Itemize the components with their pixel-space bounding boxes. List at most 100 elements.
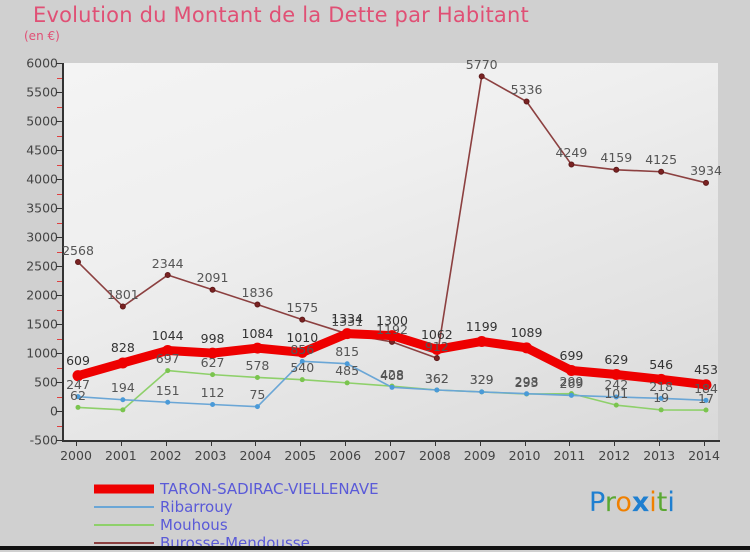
data-point[interactable]	[703, 179, 709, 186]
data-point[interactable]	[479, 389, 485, 395]
data-point[interactable]	[207, 347, 219, 359]
data-point[interactable]	[703, 397, 709, 403]
y-tick-label: 2500	[26, 258, 58, 274]
data-point[interactable]	[117, 357, 129, 369]
y-tick-label: 3000	[26, 229, 58, 245]
data-point[interactable]	[344, 380, 350, 386]
legend-swatch	[94, 524, 154, 526]
data-point[interactable]	[120, 397, 126, 403]
logo-letter: i	[667, 487, 675, 518]
data-point[interactable]	[210, 372, 216, 378]
y-tick-minor	[57, 135, 62, 137]
y-tick-label: -500	[29, 432, 58, 448]
data-point[interactable]	[386, 330, 398, 342]
y-tick-label: 0	[50, 403, 58, 419]
data-point[interactable]	[658, 395, 664, 401]
y-tick-label: 5500	[26, 84, 58, 100]
y-tick-mark	[56, 440, 62, 441]
x-tick-mark	[165, 440, 167, 446]
data-point[interactable]	[251, 342, 263, 354]
data-point[interactable]	[254, 301, 261, 308]
data-point[interactable]	[210, 402, 216, 408]
data-point[interactable]	[299, 358, 305, 364]
data-point[interactable]	[75, 404, 81, 410]
logo-letter: i	[649, 487, 657, 518]
legend-item[interactable]: Mouhous	[94, 516, 494, 534]
x-tick-mark	[120, 440, 122, 446]
data-point[interactable]	[613, 402, 619, 408]
data-point[interactable]	[568, 392, 574, 398]
y-tick-mark	[56, 150, 62, 151]
data-point[interactable]	[119, 303, 126, 310]
series-layer	[72, 73, 712, 413]
data-point[interactable]	[524, 391, 530, 397]
y-tick-minor	[57, 280, 62, 282]
y-tick-mark	[56, 208, 62, 209]
data-point[interactable]	[565, 364, 577, 376]
logo-letter: o	[615, 487, 632, 518]
data-point[interactable]	[658, 168, 665, 175]
y-tick-minor	[57, 222, 62, 224]
x-tick-label: 2005	[284, 448, 317, 463]
x-tick-label: 2007	[374, 448, 406, 463]
legend-label: Ribarrouy	[160, 498, 233, 516]
data-point[interactable]	[209, 286, 216, 293]
data-point[interactable]	[434, 387, 440, 393]
y-tick-minor	[57, 425, 62, 427]
data-point[interactable]	[389, 384, 395, 390]
y-tick-mark	[56, 411, 62, 412]
data-point[interactable]	[254, 374, 260, 380]
data-point[interactable]	[164, 272, 171, 279]
legend-item[interactable]: TARON-SADIRAC-VIELLENAVE	[94, 480, 494, 498]
data-point[interactable]	[75, 394, 81, 400]
data-point[interactable]	[162, 344, 174, 356]
data-point[interactable]	[72, 370, 84, 382]
data-point[interactable]	[521, 342, 533, 354]
x-tick-label: 2014	[688, 448, 720, 463]
data-point[interactable]	[254, 404, 260, 410]
y-tick-label: 3500	[26, 200, 58, 216]
x-tick-label: 2000	[60, 448, 92, 463]
legend-label: TARON-SADIRAC-VIELLENAVE	[160, 480, 379, 498]
data-point[interactable]	[523, 98, 530, 105]
data-point[interactable]	[299, 377, 305, 383]
data-point[interactable]	[431, 343, 443, 355]
data-point[interactable]	[613, 166, 620, 173]
data-point[interactable]	[476, 335, 488, 347]
y-tick-mark	[56, 92, 62, 93]
data-point[interactable]	[75, 259, 81, 266]
data-point[interactable]	[344, 361, 350, 367]
data-point[interactable]	[165, 399, 171, 405]
y-tick-minor	[57, 106, 62, 108]
y-tick-label: 6000	[26, 55, 58, 71]
x-tick-mark	[659, 440, 661, 446]
data-point[interactable]	[613, 394, 619, 400]
data-point[interactable]	[655, 373, 667, 385]
data-point[interactable]	[341, 328, 353, 340]
x-tick-label: 2006	[329, 448, 362, 463]
data-point[interactable]	[478, 73, 485, 80]
series-line	[77, 75, 707, 359]
legend-item[interactable]: Ribarrouy	[94, 498, 494, 516]
x-tick-label: 2013	[643, 448, 676, 463]
y-tick-mark	[56, 179, 62, 180]
x-tick-mark	[76, 440, 77, 446]
x-tick-mark	[210, 440, 212, 446]
proxiti-logo[interactable]: Proxiti	[589, 487, 675, 518]
data-point[interactable]	[120, 407, 126, 413]
y-axis: -500 0 500 1000 1500 2000 2500 3000 3500 4000 4500…	[0, 56, 62, 448]
y-tick-mark	[56, 63, 62, 64]
data-point[interactable]	[700, 379, 712, 391]
data-point[interactable]	[165, 368, 171, 374]
data-point[interactable]	[433, 355, 440, 362]
y-tick-minor	[57, 164, 62, 166]
data-point[interactable]	[299, 316, 306, 323]
data-point[interactable]	[703, 407, 709, 413]
y-tick-label: 4500	[26, 142, 58, 158]
logo-letter: x	[631, 487, 650, 518]
data-point[interactable]	[610, 369, 622, 381]
data-point[interactable]	[568, 161, 575, 168]
page-title: Evolution du Montant de la Dette par Hab…	[33, 3, 529, 27]
data-point[interactable]	[658, 407, 664, 413]
data-point[interactable]	[296, 346, 308, 358]
